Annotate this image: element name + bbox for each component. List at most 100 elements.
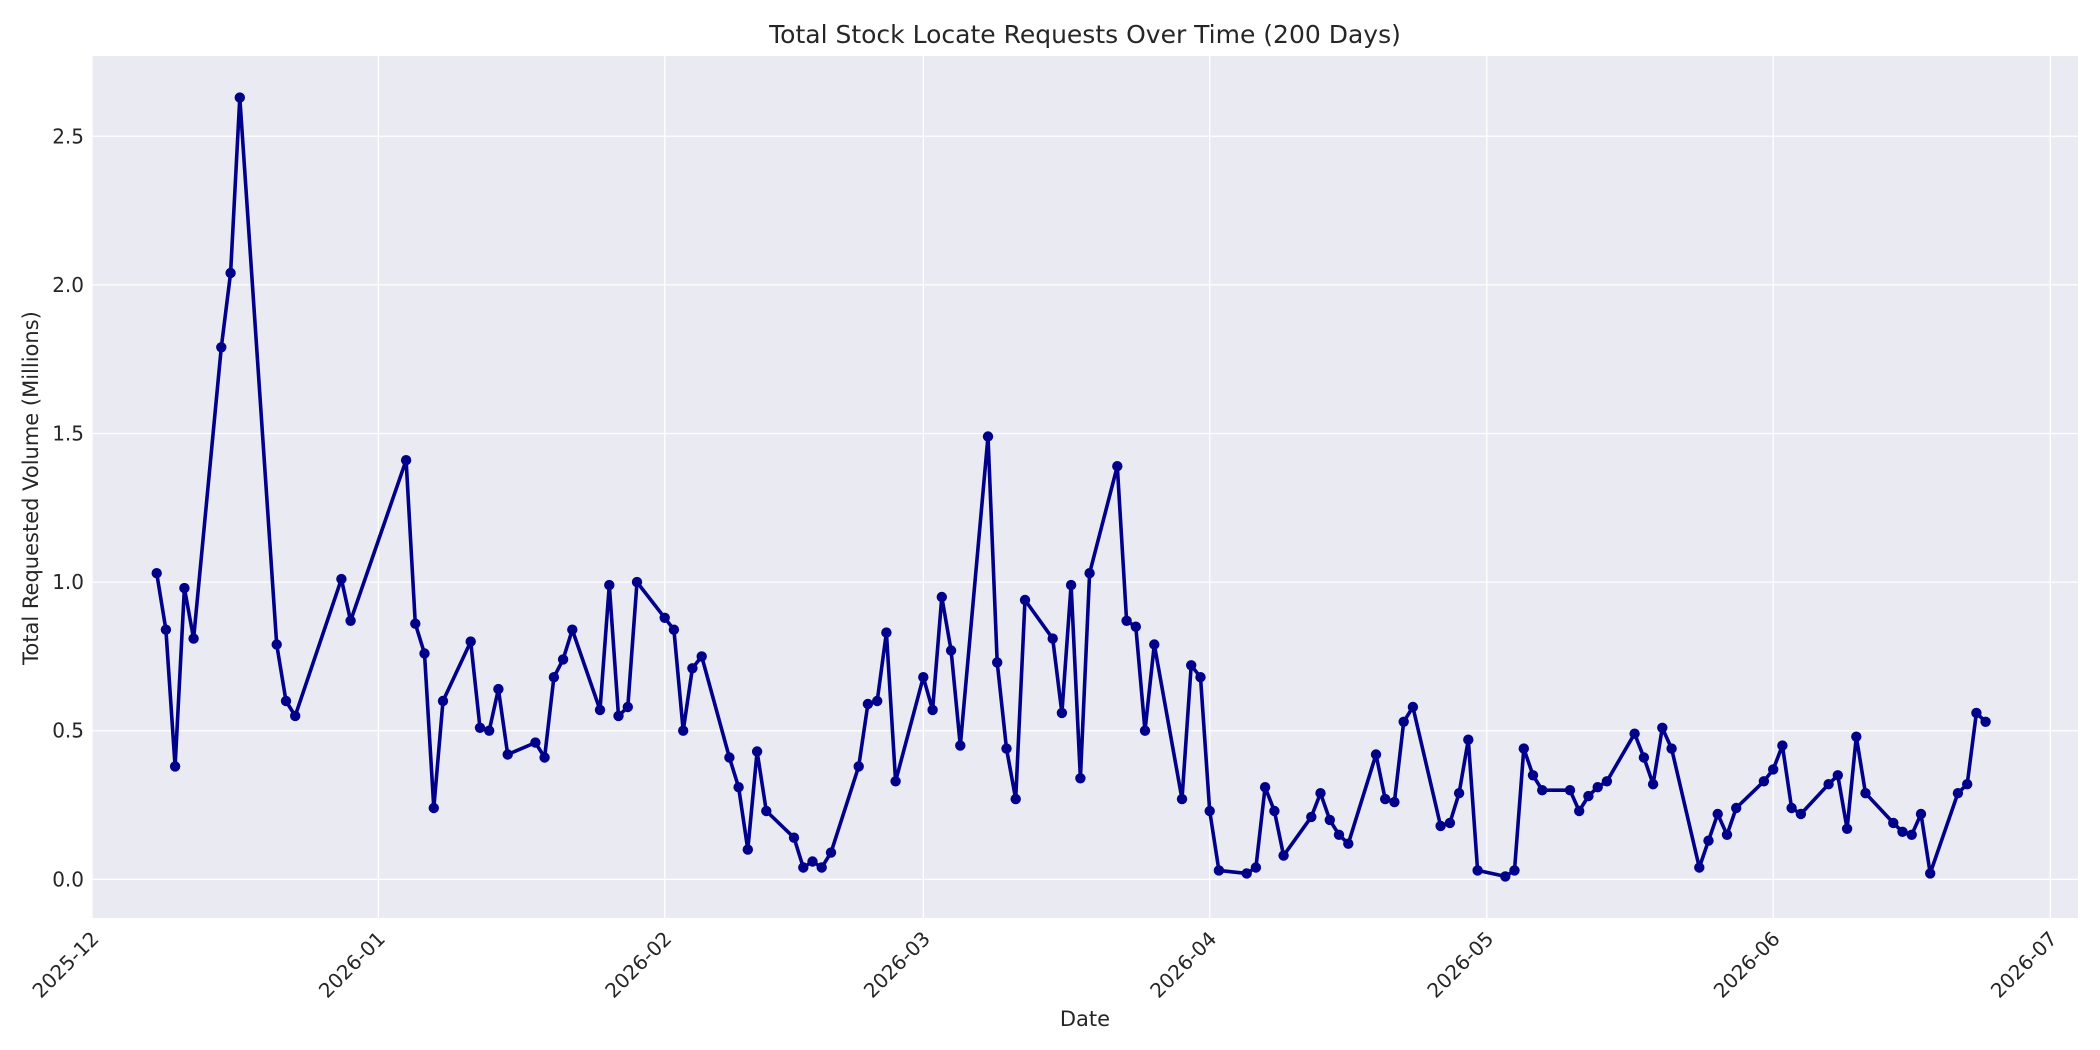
data-point: [945, 645, 957, 656]
data-point: [1897, 826, 1908, 837]
data-point: [788, 832, 800, 843]
data-point: [1500, 871, 1511, 882]
data-point: [225, 267, 236, 279]
data-point: [419, 648, 430, 659]
y-tick-label: 1.0: [52, 570, 84, 594]
data-point: [742, 844, 753, 855]
data-point: [659, 612, 670, 623]
data-point: [881, 627, 892, 638]
data-point: [594, 704, 606, 716]
data-point: [179, 582, 190, 594]
data-point: [1795, 808, 1807, 820]
data-point: [1574, 805, 1585, 817]
data-point: [1952, 788, 1964, 799]
data-point: [1176, 793, 1188, 805]
data-point: [613, 710, 624, 722]
data-point: [1647, 779, 1659, 790]
data-point: [290, 710, 301, 722]
x-tick-label: 2026-04: [1145, 927, 1221, 1003]
data-point: [918, 672, 929, 683]
data-point: [1509, 865, 1520, 876]
data-point: [992, 657, 1003, 668]
data-point: [1971, 707, 1982, 719]
data-point: [1832, 770, 1844, 781]
data-point: [1906, 829, 1917, 840]
data-point: [1860, 788, 1871, 799]
data-point: [825, 847, 837, 858]
data-point: [548, 672, 560, 683]
data-point: [474, 722, 486, 733]
data-point: [1139, 725, 1151, 736]
data-point: [1638, 752, 1650, 763]
data-point: [1712, 808, 1723, 820]
data-point: [1306, 811, 1317, 823]
data-point: [1241, 868, 1252, 879]
data-point: [1564, 785, 1576, 796]
data-point: [336, 573, 347, 585]
data-point: [1435, 820, 1446, 832]
data-point: [1841, 823, 1853, 834]
data-point: [1343, 838, 1354, 849]
data-point: [345, 615, 356, 626]
data-point: [169, 761, 181, 772]
data-point: [1453, 788, 1465, 799]
data-point: [567, 624, 578, 635]
data-point: [1703, 835, 1714, 846]
data-points: [151, 92, 1991, 882]
data-point: [1463, 734, 1474, 745]
y-axis-ticks: 0.0 0.5 1.0 1.5 2.0 2.5: [52, 124, 84, 891]
data-point: [160, 624, 172, 635]
data-point: [400, 455, 412, 466]
data-point: [678, 725, 689, 736]
data-point: [1666, 743, 1677, 754]
data-point: [1777, 740, 1788, 751]
data-point: [1851, 731, 1862, 742]
data-point: [1583, 790, 1594, 802]
chart-title: Total Stock Locate Requests Over Time (2…: [768, 20, 1401, 49]
data-point: [1278, 850, 1289, 861]
data-point: [1065, 579, 1077, 591]
data-point: [982, 431, 994, 442]
data-point: [1537, 785, 1548, 796]
data-point: [936, 591, 947, 603]
data-point: [1121, 615, 1132, 626]
data-point: [1527, 770, 1539, 781]
data-point: [696, 651, 707, 662]
data-point: [1962, 779, 1973, 790]
data-point: [1694, 862, 1705, 873]
data-point: [1259, 782, 1271, 793]
data-point: [807, 856, 818, 867]
data-point: [798, 862, 809, 873]
data-point: [1915, 808, 1927, 820]
y-axis-title: Total Requested Volume (Millions): [19, 311, 43, 666]
data-point: [493, 683, 504, 695]
data-point: [1629, 728, 1640, 739]
data-point: [1130, 621, 1142, 632]
data-point: [1019, 594, 1031, 606]
data-point: [271, 639, 282, 650]
y-tick-label: 1.5: [52, 421, 84, 445]
data-point: [724, 752, 735, 763]
data-point: [1250, 862, 1262, 873]
data-point: [1925, 868, 1936, 879]
data-point: [151, 568, 162, 579]
data-point: [1112, 461, 1123, 472]
y-tick-label: 0.5: [52, 719, 84, 743]
data-point: [1084, 568, 1095, 579]
data-point: [188, 633, 199, 644]
data-point: [1186, 660, 1197, 671]
data-point: [557, 654, 569, 665]
data-point: [1001, 743, 1012, 754]
data-point: [1149, 639, 1160, 650]
data-point: [1213, 865, 1225, 876]
data-point: [1786, 802, 1797, 814]
data-point: [1047, 633, 1058, 644]
data-point: [465, 636, 476, 647]
x-tick-label: 2025-12: [27, 927, 103, 1003]
x-tick-label: 2026-02: [600, 927, 676, 1003]
y-tick-label: 2.0: [52, 273, 84, 297]
data-point: [280, 695, 292, 707]
data-point: [733, 782, 744, 793]
data-point: [622, 701, 633, 713]
